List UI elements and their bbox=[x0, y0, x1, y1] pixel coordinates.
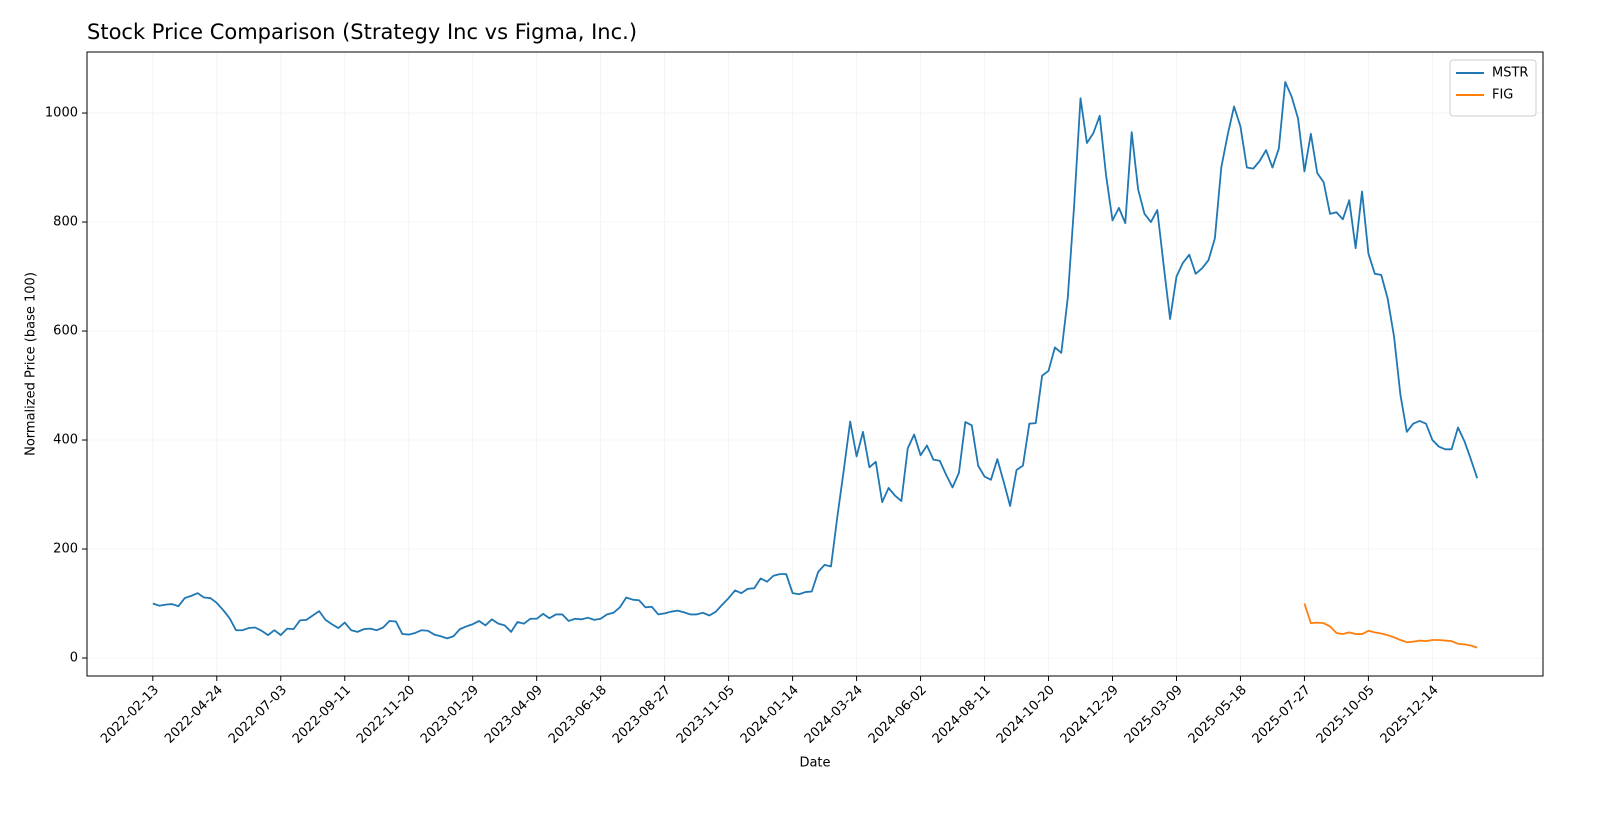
x-tick-label: 2024-12-29 bbox=[1058, 683, 1122, 747]
legend-label: FIG bbox=[1492, 88, 1513, 103]
y-tick-label: 200 bbox=[53, 542, 78, 557]
x-tick-label: 2022-09-11 bbox=[290, 683, 354, 747]
x-tick-label: 2023-08-27 bbox=[610, 683, 674, 747]
x-tick-label: 2024-06-02 bbox=[866, 683, 930, 747]
x-tick-label: 2024-08-11 bbox=[930, 683, 994, 747]
legend-label: MSTR bbox=[1492, 66, 1528, 81]
y-tick-label: 1000 bbox=[45, 106, 78, 121]
y-tick-label: 400 bbox=[53, 433, 78, 448]
x-tick-label: 2022-04-24 bbox=[162, 683, 226, 747]
y-tick-label: 800 bbox=[53, 215, 78, 230]
chart-title: Stock Price Comparison (Strategy Inc vs … bbox=[87, 20, 637, 44]
x-tick-label: 2025-12-14 bbox=[1378, 683, 1442, 747]
series-line bbox=[1303, 603, 1478, 649]
x-tick-label: 2025-05-18 bbox=[1186, 683, 1250, 747]
x-tick-label: 2024-03-24 bbox=[802, 683, 866, 747]
legend: MSTR FIG bbox=[1449, 59, 1537, 117]
x-tick-label: 2022-07-03 bbox=[226, 683, 290, 747]
x-tick-label: 2023-04-09 bbox=[482, 683, 546, 747]
x-tick-label: 2023-01-29 bbox=[418, 683, 482, 747]
y-tick-label: 600 bbox=[53, 324, 78, 339]
x-tick-label: 2025-07-27 bbox=[1250, 683, 1314, 747]
y-tick-label: 0 bbox=[70, 651, 78, 666]
x-tick-label: 2024-01-14 bbox=[738, 683, 802, 747]
y-axis-label: Normalized Price (base 100) bbox=[24, 272, 39, 456]
x-tick-label: 2023-11-05 bbox=[674, 683, 738, 747]
x-tick-label: 2024-10-20 bbox=[994, 683, 1058, 747]
x-tick-label: 2023-06-18 bbox=[546, 683, 610, 747]
x-tick-label: 2022-11-20 bbox=[354, 683, 418, 747]
series-line bbox=[152, 81, 1479, 640]
x-tick-label: 2025-10-05 bbox=[1314, 683, 1378, 747]
x-tick-label: 2025-03-09 bbox=[1122, 683, 1186, 747]
x-axis-label: Date bbox=[799, 756, 830, 771]
plot-frame bbox=[86, 51, 1544, 677]
x-tick-label: 2022-02-13 bbox=[98, 683, 162, 747]
